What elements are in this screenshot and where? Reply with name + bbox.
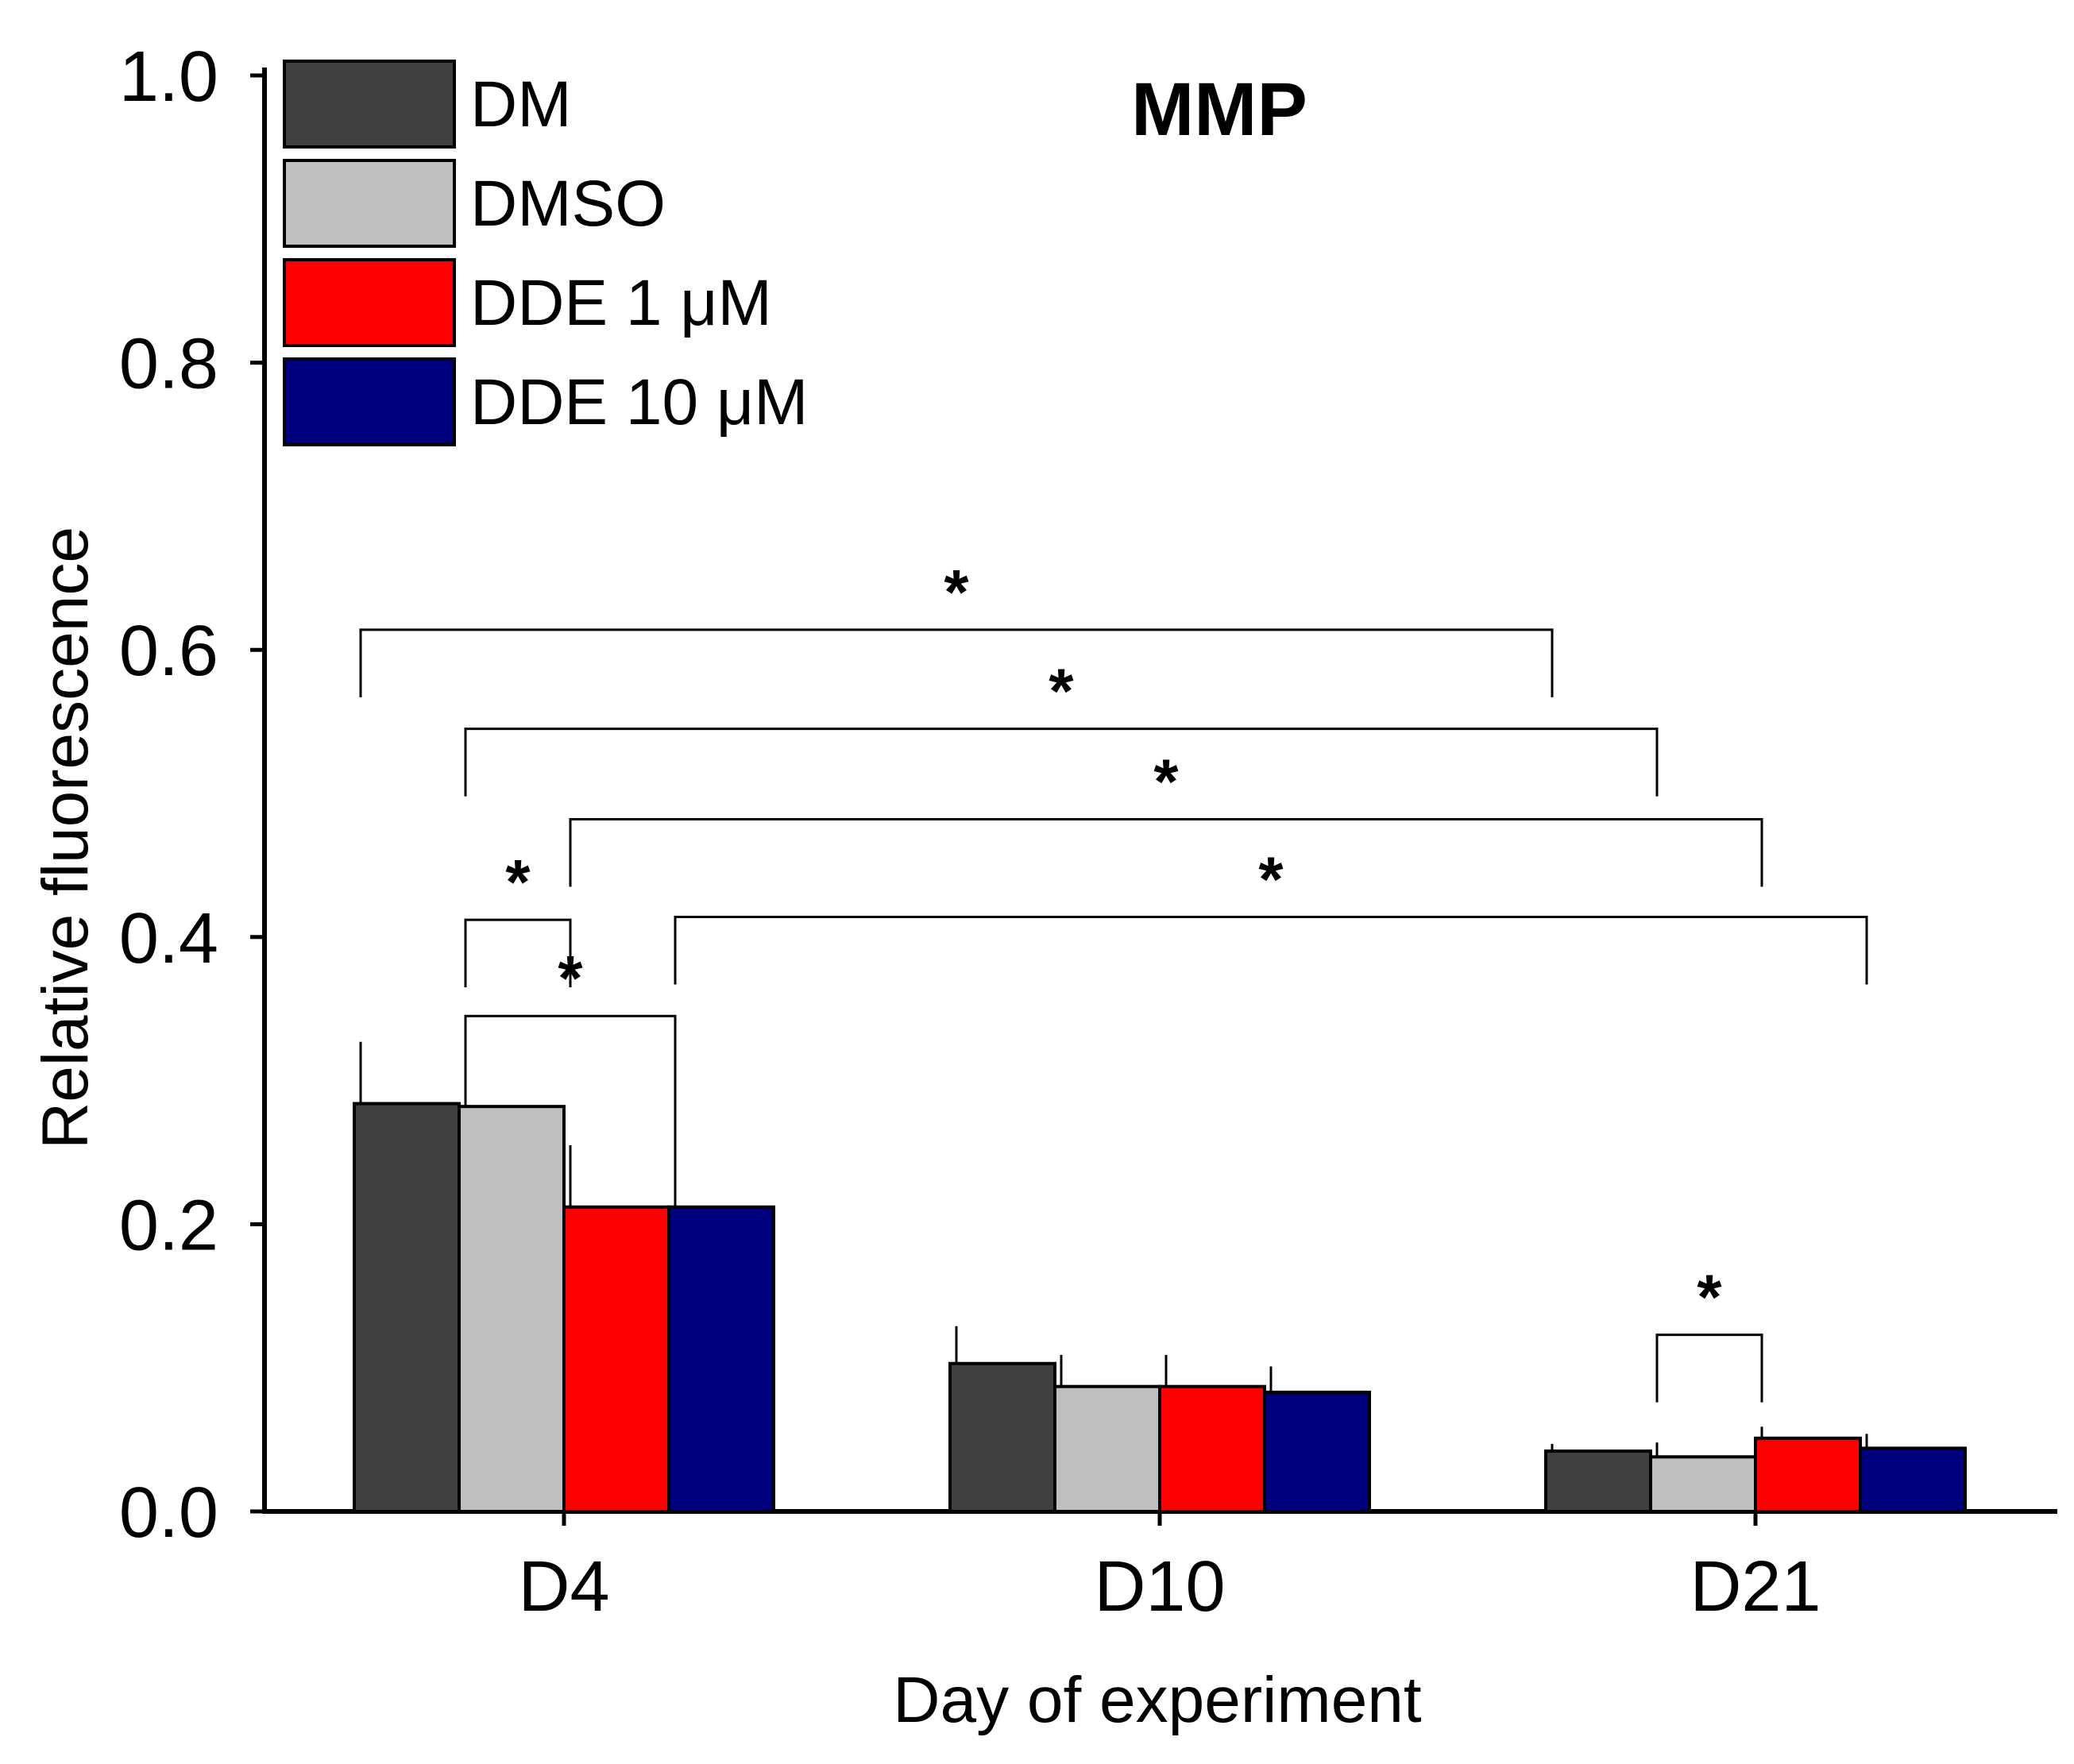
significance-marker: * (1697, 1262, 1722, 1333)
x-tick-label: D21 (1690, 1547, 1821, 1627)
bar (353, 1102, 461, 1513)
significance-bracket (569, 818, 1763, 887)
y-tick-label: 1.0 (119, 37, 218, 117)
significance-marker: * (1258, 843, 1284, 914)
x-tick-label: D4 (518, 1547, 609, 1627)
significance-marker: * (558, 943, 583, 1013)
y-tick-label: 0.8 (119, 325, 218, 404)
bar (1544, 1449, 1652, 1513)
significance-marker: * (1153, 747, 1179, 817)
significance-marker: * (1049, 656, 1074, 727)
bar (667, 1205, 775, 1513)
y-tick-label: 0.4 (119, 899, 218, 978)
chart-title: MMP (1131, 68, 1307, 152)
bar (1158, 1384, 1266, 1513)
y-tick-label: 0.2 (119, 1186, 218, 1265)
bar (948, 1361, 1056, 1513)
y-axis-title: Relative fluorescence (29, 527, 102, 1149)
bar (562, 1205, 670, 1513)
significance-bracket (464, 918, 572, 988)
significance-marker: * (944, 557, 969, 627)
significance-bracket (674, 915, 1868, 985)
legend-label: DDE 10 μM (470, 366, 808, 438)
y-tick-label: 0.6 (119, 612, 218, 691)
significance-marker: * (505, 847, 531, 917)
bar (1263, 1390, 1371, 1514)
legend-label: DM (470, 68, 572, 141)
x-axis-title: Day of experiment (893, 1664, 1422, 1736)
significance-bracket (359, 628, 1554, 697)
bar (1649, 1455, 1757, 1514)
legend-label: DDE 1 μM (470, 267, 772, 339)
bar (1859, 1446, 1967, 1513)
legend-swatch (283, 159, 456, 248)
legend-swatch (283, 357, 456, 446)
bar (458, 1105, 566, 1514)
legend-swatch (283, 258, 456, 347)
legend-swatch (283, 60, 456, 149)
bar (1053, 1384, 1161, 1513)
significance-bracket (1655, 1334, 1763, 1403)
y-tick-label: 0.0 (119, 1473, 218, 1553)
x-tick-label: D10 (1094, 1547, 1225, 1627)
significance-bracket (464, 1014, 677, 1084)
significance-bracket (464, 728, 1659, 797)
bar (1754, 1436, 1862, 1513)
legend-label: DMSO (470, 168, 666, 240)
